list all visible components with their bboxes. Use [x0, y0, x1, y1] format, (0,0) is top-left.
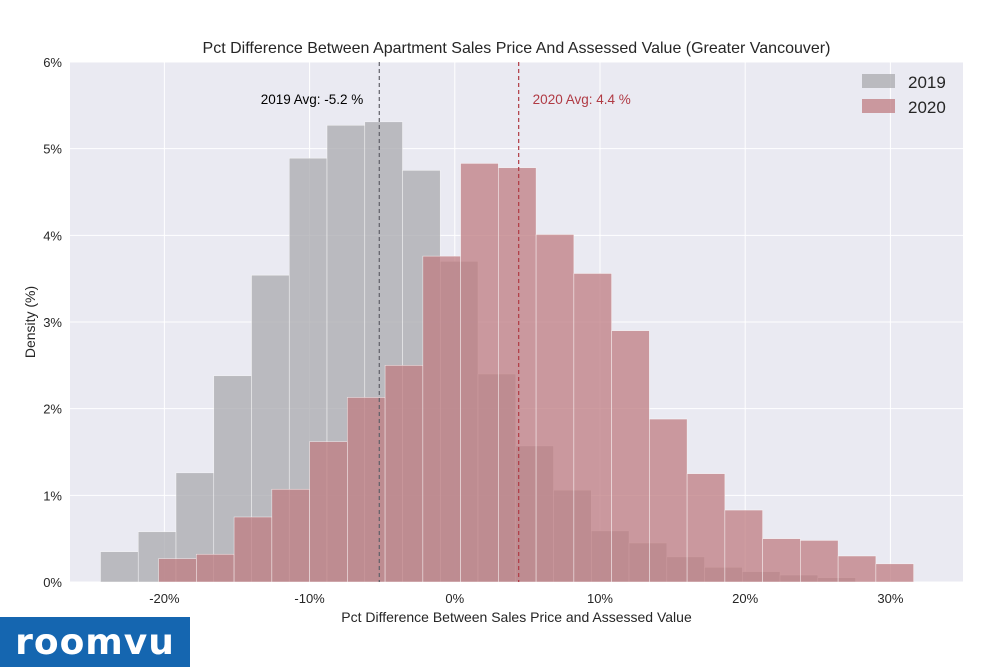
bar-2020 — [535, 234, 575, 583]
y-axis-label: Density (%) — [22, 286, 38, 358]
bar-2020 — [875, 563, 914, 583]
x-tick-label: 0% — [445, 591, 464, 606]
legend-label-2020: 2020 — [908, 98, 946, 117]
bar-2020 — [800, 540, 839, 583]
legend: 2019 2020 — [862, 73, 946, 117]
avg-label: 2019 Avg: -5.2 % — [261, 92, 364, 107]
bar-2020 — [384, 365, 424, 583]
x-tick-label: 10% — [587, 591, 613, 606]
bar-2020 — [686, 473, 726, 583]
histogram-bars — [100, 121, 914, 583]
bar-2020 — [271, 488, 310, 583]
x-tick-label: 30% — [877, 591, 903, 606]
y-tick-label: 6% — [43, 55, 62, 70]
y-tick-label: 4% — [43, 228, 62, 243]
bar-2020 — [460, 163, 499, 583]
bar-2019 — [100, 551, 139, 583]
x-tick-label: -20% — [149, 591, 180, 606]
series-2020 — [158, 163, 914, 583]
roomvu-logo: roomvu — [0, 617, 190, 667]
y-tick-label: 1% — [43, 488, 62, 503]
x-axis-ticks: -20% -10% 0% 10% 20% 30% — [149, 591, 904, 606]
bar-2020 — [309, 441, 348, 583]
bar-2020 — [498, 167, 537, 583]
legend-swatch-2020 — [862, 99, 895, 113]
y-tick-label: 0% — [43, 575, 62, 590]
bar-2020 — [762, 538, 801, 583]
x-tick-label: 20% — [732, 591, 758, 606]
x-axis-label: Pct Difference Between Sales Price and A… — [341, 609, 692, 625]
bar-2020 — [724, 509, 763, 583]
reference-lines: 2019 Avg: -5.2 % 2020 Avg: 4.4 % — [261, 62, 631, 582]
bar-2020 — [158, 558, 197, 583]
chart-title: Pct Difference Between Apartment Sales P… — [203, 40, 831, 57]
legend-swatch-2019 — [862, 74, 895, 88]
y-tick-label: 3% — [43, 315, 62, 330]
bar-2020 — [837, 555, 877, 583]
x-tick-label: -10% — [294, 591, 325, 606]
bar-2020 — [422, 255, 461, 583]
bar-2020 — [611, 330, 650, 583]
y-axis-ticks: 0% 1% 2% 3% 4% 5% 6% — [43, 55, 62, 590]
bar-2020 — [573, 273, 612, 583]
y-tick-label: 2% — [43, 402, 62, 417]
bar-2020 — [233, 516, 273, 583]
y-tick-label: 5% — [43, 142, 62, 157]
avg-label: 2020 Avg: 4.4 % — [533, 92, 631, 107]
bar-2020 — [196, 553, 235, 583]
bar-2020 — [649, 418, 688, 583]
legend-label-2019: 2019 — [908, 73, 946, 92]
